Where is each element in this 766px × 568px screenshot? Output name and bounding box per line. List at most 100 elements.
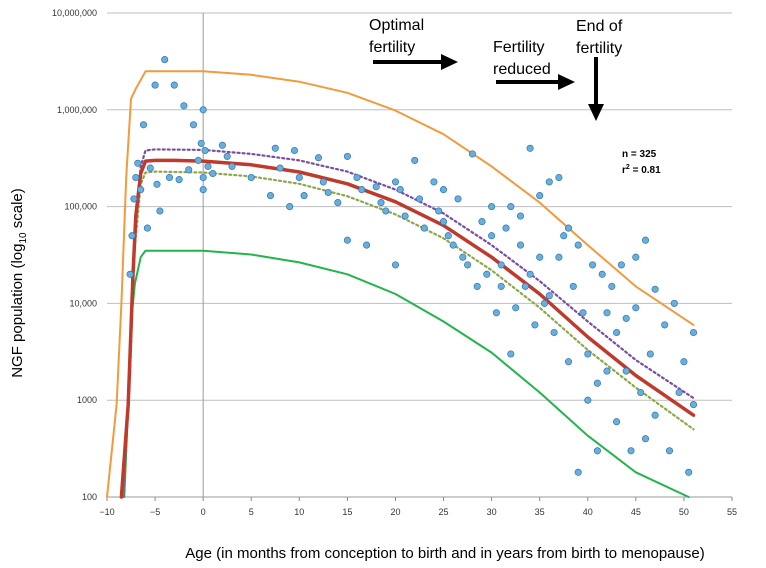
- data-point: [589, 261, 597, 269]
- x-tick-label: 10: [294, 507, 304, 517]
- data-point: [536, 253, 544, 261]
- data-point: [622, 367, 630, 375]
- data-point: [170, 81, 178, 89]
- data-point: [540, 299, 549, 307]
- annotation-optimal-fertility: Optimal fertility: [369, 17, 458, 70]
- data-point: [137, 186, 145, 194]
- data-point: [641, 236, 650, 244]
- data-point: [201, 146, 209, 155]
- x-tick-label: 35: [535, 507, 545, 517]
- data-point: [680, 358, 688, 366]
- data-point: [617, 261, 625, 269]
- data-point: [497, 282, 505, 290]
- annotation-reduced-line2: reduced: [493, 61, 551, 78]
- annotation-end-of-fertility: End of fertility: [576, 18, 623, 121]
- data-point: [276, 164, 284, 172]
- data-point: [464, 261, 472, 269]
- y-tick-label: 1,000,000: [57, 105, 97, 115]
- data-point: [675, 388, 683, 397]
- data-point: [391, 178, 400, 186]
- data-point: [564, 224, 573, 232]
- x-tick-label: 25: [439, 507, 449, 517]
- annotation-optimal-line1: Optimal: [369, 17, 424, 34]
- series-fit: [119, 158, 696, 499]
- data-point: [139, 121, 148, 129]
- data-point: [439, 186, 448, 194]
- data-point: [560, 232, 568, 240]
- data-point: [204, 162, 212, 170]
- data-point: [334, 199, 342, 207]
- series-lower-ci: [121, 170, 695, 499]
- x-tick-label: 5: [249, 507, 254, 517]
- data-point: [497, 261, 505, 269]
- data-point: [603, 367, 611, 375]
- data-point: [641, 435, 650, 443]
- data-point: [459, 253, 467, 261]
- arrow-optimal-head: [441, 54, 458, 70]
- x-axis-title: Age (in months from conception to birth …: [185, 545, 704, 562]
- data-point: [564, 358, 573, 366]
- y-tick-label: 100,000: [64, 202, 97, 212]
- data-point: [343, 152, 351, 160]
- data-point: [266, 192, 275, 200]
- data-point: [228, 162, 236, 170]
- data-point: [161, 56, 169, 64]
- data-point: [516, 212, 525, 220]
- data-point: [314, 154, 323, 162]
- series-lower-bound: [123, 249, 690, 498]
- y-axis-title: NGF population (log10 scale): [9, 188, 29, 378]
- data-point: [358, 186, 366, 194]
- data-point: [473, 282, 481, 290]
- data-point: [651, 285, 659, 293]
- data-point: [165, 173, 174, 182]
- fit-curves: [106, 70, 696, 499]
- data-point: [295, 173, 303, 182]
- data-point: [143, 224, 151, 232]
- data-point: [569, 282, 577, 290]
- data-point: [175, 176, 183, 184]
- data-point: [319, 178, 327, 186]
- data-point: [521, 282, 529, 290]
- data-point: [444, 232, 452, 240]
- data-point: [411, 156, 419, 164]
- x-tick-label: 30: [487, 507, 497, 517]
- data-point: [185, 166, 193, 174]
- data-point: [363, 241, 371, 249]
- data-point: [247, 173, 255, 182]
- data-point: [483, 270, 491, 278]
- data-point: [396, 186, 404, 194]
- data-point: [545, 178, 553, 186]
- data-point: [488, 232, 496, 240]
- data-point: [151, 81, 159, 89]
- data-point: [670, 299, 678, 307]
- data-point: [603, 309, 611, 317]
- data-point: [130, 195, 138, 203]
- y-tick-labels: 100 1000 10,000 100,000 1,000,000 10,000,000: [52, 8, 97, 502]
- data-point: [372, 183, 380, 191]
- stat-r2-sup: 2: [626, 164, 630, 171]
- y-axis-title-sub: 10: [18, 232, 29, 244]
- data-point: [507, 203, 515, 211]
- data-point: [545, 292, 553, 300]
- data-point: [488, 203, 496, 211]
- data-point: [146, 164, 154, 172]
- series-upper-ci: [122, 148, 695, 499]
- data-point: [516, 241, 525, 249]
- data-point: [199, 106, 207, 114]
- x-tick-labels: −10 −5 0 5 10 15 20 25 30 35 40 45 50 55: [99, 507, 737, 517]
- data-point: [689, 328, 698, 337]
- data-point: [126, 270, 134, 278]
- data-point: [661, 321, 669, 329]
- x-tick-label: 20: [390, 507, 400, 517]
- y-tick-label: 10,000: [69, 298, 97, 308]
- data-point: [584, 350, 592, 358]
- data-point: [685, 468, 693, 476]
- data-point: [632, 304, 640, 312]
- data-point: [608, 282, 616, 290]
- y-tick-label: 10,000,000: [52, 8, 97, 18]
- data-point: [593, 447, 601, 455]
- arrow-reduced-head: [558, 74, 575, 90]
- stat-n: n = 325: [622, 149, 657, 160]
- data-point: [353, 173, 361, 182]
- stat-r2-prefix: r: [622, 165, 626, 176]
